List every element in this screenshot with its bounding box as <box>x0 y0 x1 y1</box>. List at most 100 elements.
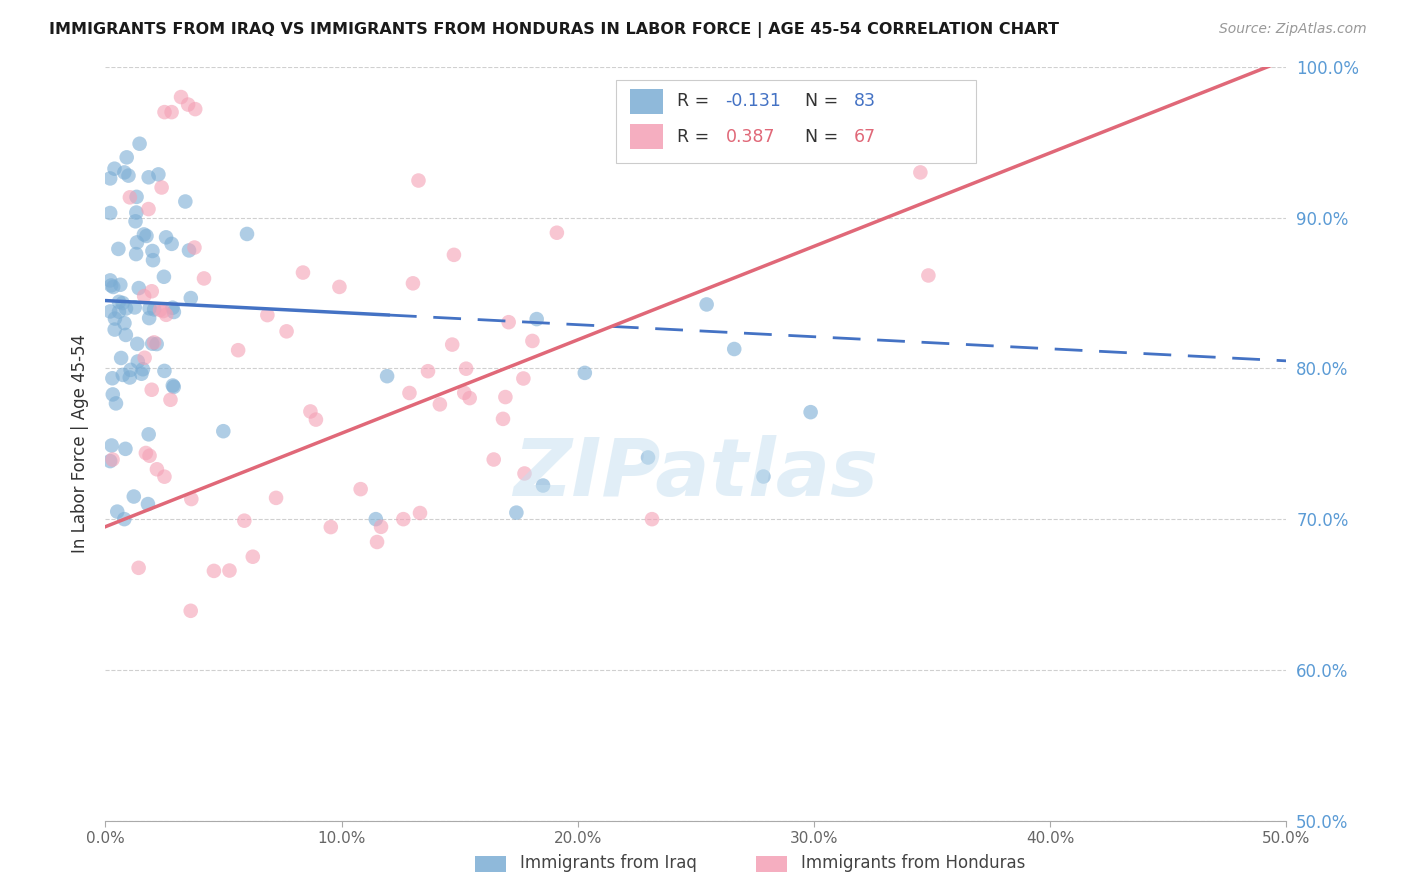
Point <box>117 169 139 183</box>
Point <box>641 512 664 526</box>
Point <box>104 322 127 336</box>
Point <box>180 491 202 506</box>
Point <box>790 146 813 161</box>
Text: ZIPatlas: ZIPatlas <box>513 435 879 513</box>
Point <box>115 150 138 164</box>
Point <box>125 190 148 204</box>
Point <box>125 247 148 261</box>
Point <box>531 478 554 492</box>
Y-axis label: In Labor Force | Age 45-54: In Labor Force | Age 45-54 <box>70 334 89 553</box>
Point <box>114 316 136 330</box>
Point <box>108 304 131 318</box>
Point <box>112 512 135 526</box>
Point <box>153 364 176 378</box>
Point <box>512 371 534 385</box>
Point <box>291 266 314 280</box>
Point <box>202 564 225 578</box>
Point <box>264 491 287 505</box>
Point <box>128 561 150 575</box>
Point <box>124 214 146 228</box>
Point <box>184 102 207 116</box>
Point <box>180 291 202 305</box>
Point <box>141 336 163 351</box>
Point <box>124 301 146 315</box>
Point <box>456 361 478 376</box>
Text: R =: R = <box>678 92 714 111</box>
Text: 0.387: 0.387 <box>725 128 775 145</box>
Text: -0.131: -0.131 <box>725 92 782 111</box>
Point <box>112 165 135 179</box>
Bar <box>630 124 662 149</box>
Point <box>104 311 127 326</box>
Point <box>98 304 121 318</box>
Point <box>141 285 163 299</box>
Point <box>299 404 322 418</box>
Point <box>276 324 298 338</box>
Point <box>141 244 163 258</box>
Point <box>212 424 235 438</box>
Point <box>366 535 388 549</box>
Point <box>163 305 186 319</box>
Point <box>408 173 430 187</box>
Point <box>723 342 745 356</box>
Point <box>429 397 451 411</box>
Point <box>98 454 121 468</box>
Point <box>163 380 186 394</box>
Point <box>138 202 160 216</box>
Text: R =: R = <box>678 128 714 145</box>
Point <box>526 312 548 326</box>
Point <box>319 520 342 534</box>
Point <box>482 452 505 467</box>
Point <box>160 236 183 251</box>
Point <box>127 354 149 368</box>
Point <box>409 506 432 520</box>
Point <box>138 301 160 316</box>
Point <box>155 308 177 322</box>
Point <box>148 168 170 182</box>
Point <box>138 170 160 185</box>
Point <box>98 206 121 220</box>
Point <box>143 302 166 317</box>
Point <box>145 337 167 351</box>
Point <box>138 311 160 326</box>
Point <box>150 180 173 194</box>
Point <box>242 549 264 564</box>
Point <box>328 280 350 294</box>
Point <box>398 386 420 401</box>
Point <box>111 368 134 382</box>
Point <box>135 229 157 244</box>
Point <box>134 351 156 365</box>
Point <box>370 520 392 534</box>
Point <box>177 244 200 258</box>
Point <box>155 230 177 244</box>
Point <box>135 446 157 460</box>
Point <box>375 369 398 384</box>
Point <box>910 165 932 179</box>
Bar <box>616 79 976 162</box>
Point <box>170 90 193 104</box>
Point <box>160 105 183 120</box>
Point <box>153 105 176 120</box>
Point <box>800 405 823 419</box>
Point <box>153 469 176 483</box>
Point <box>104 396 127 410</box>
Point <box>127 337 149 351</box>
Point <box>865 121 887 136</box>
Point <box>218 564 240 578</box>
Point <box>103 280 125 294</box>
Text: N =: N = <box>804 92 844 111</box>
Point <box>492 412 515 426</box>
Point <box>131 367 153 381</box>
Point <box>101 387 124 401</box>
Point <box>152 304 174 318</box>
Point <box>111 296 134 310</box>
Point <box>505 506 527 520</box>
Point <box>115 327 138 342</box>
Point <box>146 462 169 476</box>
Point <box>350 482 373 496</box>
Text: 67: 67 <box>855 128 876 145</box>
Point <box>443 248 465 262</box>
Point <box>153 269 176 284</box>
Point <box>132 362 155 376</box>
Point <box>128 281 150 295</box>
